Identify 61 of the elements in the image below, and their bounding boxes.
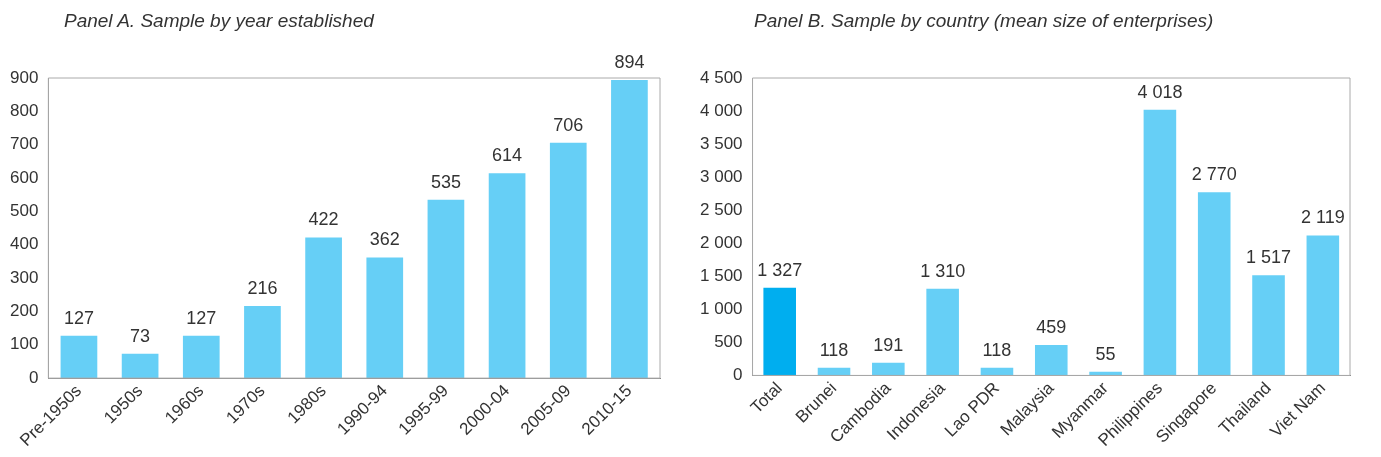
y-tick-label: 0 [733,365,743,385]
data-label: 614 [492,145,523,166]
chart-title: Panel B. Sample by country (mean size of enterprises) [754,10,1214,32]
y-tick-label: 300 [9,267,39,287]
bar [763,287,796,376]
y-tick-label: 100 [9,334,39,354]
bar [611,80,648,379]
y-tick-label: 400 [9,234,39,254]
y-tick-label: 200 [9,301,39,321]
y-tick-label: 3 500 [699,133,743,153]
bar [1034,345,1068,376]
bar [244,306,281,379]
data-label: 535 [430,171,461,192]
data-label: 55 [1095,343,1116,364]
data-label: 4 018 [1137,81,1183,102]
data-label: 1 517 [1246,247,1292,268]
data-label: 118 [819,339,849,360]
bar [1252,275,1285,376]
data-label: 127 [186,307,217,328]
y-tick-label: 900 [9,67,39,87]
data-label: 1 327 [757,259,803,280]
data-label: 362 [369,229,400,250]
y-tick-label: 1 000 [699,299,743,319]
bar [1306,235,1340,376]
chart-title: Panel A. Sample by year established [64,10,374,32]
bar [488,173,526,379]
y-tick-label: 3 000 [699,166,743,186]
bar [60,335,98,379]
bar [1197,192,1231,376]
data-label: 191 [873,334,904,355]
y-tick-label: 2 500 [699,199,743,219]
y-tick-label: 600 [9,167,39,187]
data-label: 73 [130,325,151,346]
bar [926,288,959,376]
bar [427,199,465,379]
data-label: 459 [1036,317,1067,338]
data-label: 127 [63,307,94,328]
y-tick-label: 800 [9,101,39,121]
bar [182,335,220,379]
data-label: 1 310 [920,260,966,281]
bar [305,237,342,379]
data-label: 216 [247,278,278,299]
data-label: 2 119 [1300,207,1345,228]
y-tick-label: 500 [9,201,39,221]
y-tick-label: 4 500 [699,67,743,87]
bar [549,142,587,379]
bar [121,353,159,379]
y-tick-label: 700 [9,134,39,154]
y-tick-label: 0 [28,367,39,387]
data-label: 2 770 [1191,164,1237,185]
data-label: 894 [614,51,645,72]
y-tick-label: 500 [714,332,743,352]
bar [366,257,404,379]
bar [1143,109,1177,376]
y-tick-label: 4 000 [699,100,743,120]
y-tick-label: 1 500 [699,265,743,285]
y-tick-label: 2 000 [699,232,743,252]
data-label: 422 [308,209,339,230]
bar [872,362,905,376]
data-label: 706 [553,114,584,135]
data-label: 118 [982,339,1012,360]
